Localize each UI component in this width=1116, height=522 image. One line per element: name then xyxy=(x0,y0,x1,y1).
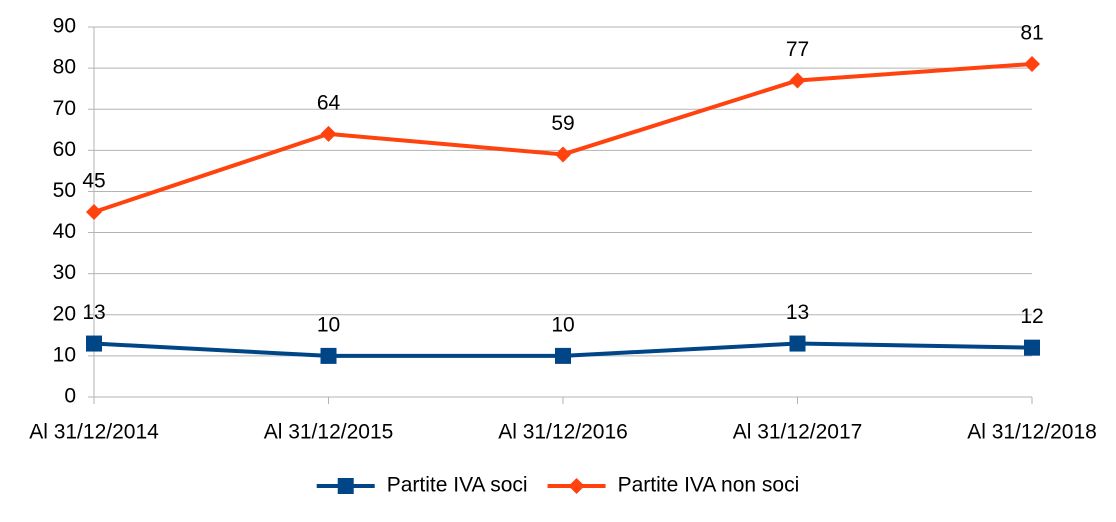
legend-marker xyxy=(337,478,354,494)
x-tick-label: Al 31/12/2017 xyxy=(733,421,863,444)
y-tick-label: 70 xyxy=(53,97,76,120)
y-tick-label: 90 xyxy=(53,15,76,38)
data-label: 12 xyxy=(1020,305,1043,328)
y-tick-label: 40 xyxy=(53,220,76,243)
legend-marker xyxy=(568,478,585,494)
y-tick-label: 0 xyxy=(64,385,76,408)
data-point xyxy=(1024,56,1040,72)
y-tick-label: 10 xyxy=(53,343,76,366)
data-label: 13 xyxy=(786,301,809,324)
data-point xyxy=(86,204,102,220)
data-label: 81 xyxy=(1020,22,1043,45)
x-tick-label: Al 31/12/2018 xyxy=(967,421,1097,444)
x-tick-label: Al 31/12/2016 xyxy=(498,421,628,444)
y-tick-label: 60 xyxy=(53,138,76,161)
data-label: 77 xyxy=(786,38,809,61)
data-point xyxy=(320,347,337,364)
data-point xyxy=(86,335,102,352)
data-label: 10 xyxy=(551,313,574,336)
data-label: 45 xyxy=(82,170,105,193)
legend: Partite IVA soci Partite IVA non soci xyxy=(316,474,800,497)
data-point xyxy=(789,335,806,352)
y-tick-label: 80 xyxy=(53,56,76,79)
legend-label: Partite IVA soci xyxy=(387,474,528,497)
data-point xyxy=(555,146,571,163)
x-tick-label: Al 31/12/2014 xyxy=(29,421,159,444)
legend-label: Partite IVA non soci xyxy=(618,474,800,497)
data-point xyxy=(320,125,337,142)
y-tick-label: 50 xyxy=(53,179,76,202)
data-label: 59 xyxy=(551,112,574,135)
data-point xyxy=(1024,339,1040,356)
data-label: 64 xyxy=(317,91,341,114)
data-label: 10 xyxy=(317,313,340,336)
x-tick-label: Al 31/12/2015 xyxy=(264,421,394,444)
data-label: 13 xyxy=(82,301,105,324)
y-tick-label: 30 xyxy=(53,261,76,284)
y-tick-label: 20 xyxy=(53,302,76,325)
data-point xyxy=(789,72,806,89)
series-line xyxy=(93,62,1033,214)
data-point xyxy=(555,347,571,364)
